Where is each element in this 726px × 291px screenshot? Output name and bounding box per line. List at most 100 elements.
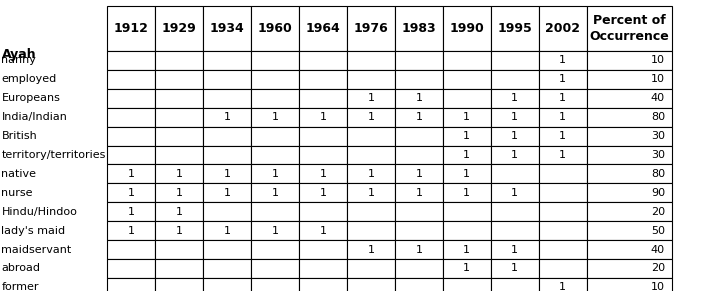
- Bar: [155, 70, 203, 89]
- Text: 1: 1: [511, 112, 518, 122]
- Text: 1: 1: [319, 169, 327, 179]
- Bar: [107, 278, 155, 291]
- Bar: [491, 221, 539, 240]
- Bar: [443, 164, 491, 183]
- Bar: [107, 108, 155, 127]
- Bar: [539, 183, 587, 202]
- Text: 1: 1: [319, 112, 327, 122]
- Bar: [395, 146, 443, 164]
- Text: 40: 40: [651, 93, 665, 103]
- Bar: [347, 89, 395, 108]
- Bar: [347, 278, 395, 291]
- Text: 1: 1: [559, 74, 566, 84]
- Text: 1: 1: [128, 169, 135, 179]
- Bar: [107, 221, 155, 240]
- Text: 1: 1: [511, 150, 518, 160]
- Bar: [203, 278, 251, 291]
- Bar: [347, 51, 395, 70]
- Bar: [251, 89, 299, 108]
- Bar: [587, 108, 672, 127]
- Text: 1: 1: [559, 112, 566, 122]
- Text: 1: 1: [559, 131, 566, 141]
- Text: 30: 30: [651, 131, 665, 141]
- Text: Europeans: Europeans: [1, 93, 60, 103]
- Bar: [347, 221, 395, 240]
- Text: British: British: [1, 131, 37, 141]
- Text: 1: 1: [511, 131, 518, 141]
- Bar: [587, 259, 672, 278]
- Bar: [299, 240, 347, 259]
- Bar: [491, 164, 539, 183]
- Bar: [155, 183, 203, 202]
- Bar: [203, 202, 251, 221]
- Bar: [347, 127, 395, 146]
- Bar: [539, 108, 587, 127]
- Text: 10: 10: [651, 74, 665, 84]
- Bar: [539, 240, 587, 259]
- Bar: [395, 278, 443, 291]
- Text: nanny: nanny: [1, 55, 36, 65]
- Bar: [395, 183, 443, 202]
- Text: employed: employed: [1, 74, 57, 84]
- Bar: [395, 202, 443, 221]
- Text: 80: 80: [651, 112, 665, 122]
- Text: native: native: [1, 169, 36, 179]
- Text: 1964: 1964: [306, 22, 340, 35]
- Text: territory/territories: territory/territories: [1, 150, 106, 160]
- Text: Percent of
Occurrence: Percent of Occurrence: [590, 14, 669, 43]
- Text: 1: 1: [511, 188, 518, 198]
- Bar: [251, 221, 299, 240]
- Text: 1: 1: [511, 93, 518, 103]
- Bar: [539, 278, 587, 291]
- Text: abroad: abroad: [1, 263, 41, 274]
- Bar: [299, 108, 347, 127]
- Text: 1: 1: [367, 188, 375, 198]
- Bar: [155, 108, 203, 127]
- Bar: [155, 146, 203, 164]
- Text: 1: 1: [559, 93, 566, 103]
- Bar: [203, 51, 251, 70]
- Text: 1912: 1912: [114, 22, 149, 35]
- Bar: [107, 70, 155, 89]
- Bar: [395, 108, 443, 127]
- Bar: [443, 183, 491, 202]
- Text: 1: 1: [511, 244, 518, 255]
- Bar: [155, 202, 203, 221]
- Bar: [251, 240, 299, 259]
- Text: 1: 1: [367, 244, 375, 255]
- Text: 1: 1: [367, 112, 375, 122]
- Text: 1: 1: [463, 188, 470, 198]
- Bar: [203, 164, 251, 183]
- Text: 1: 1: [272, 112, 279, 122]
- Text: 1960: 1960: [258, 22, 293, 35]
- Bar: [443, 108, 491, 127]
- Bar: [251, 108, 299, 127]
- Bar: [251, 164, 299, 183]
- Text: 1: 1: [367, 93, 375, 103]
- Text: 10: 10: [651, 55, 665, 65]
- Bar: [491, 146, 539, 164]
- Bar: [491, 259, 539, 278]
- Text: 1: 1: [367, 169, 375, 179]
- Bar: [539, 6, 587, 51]
- Bar: [587, 6, 672, 51]
- Bar: [587, 146, 672, 164]
- Bar: [443, 259, 491, 278]
- Bar: [203, 183, 251, 202]
- Text: 2002: 2002: [545, 22, 580, 35]
- Text: 1: 1: [463, 244, 470, 255]
- Bar: [299, 146, 347, 164]
- Bar: [299, 51, 347, 70]
- Bar: [395, 6, 443, 51]
- Bar: [107, 127, 155, 146]
- Bar: [107, 259, 155, 278]
- Bar: [491, 183, 539, 202]
- Text: 40: 40: [651, 244, 665, 255]
- Bar: [443, 127, 491, 146]
- Bar: [491, 51, 539, 70]
- Bar: [443, 240, 491, 259]
- Bar: [251, 70, 299, 89]
- Text: 20: 20: [651, 263, 665, 274]
- Text: 10: 10: [651, 282, 665, 291]
- Bar: [299, 70, 347, 89]
